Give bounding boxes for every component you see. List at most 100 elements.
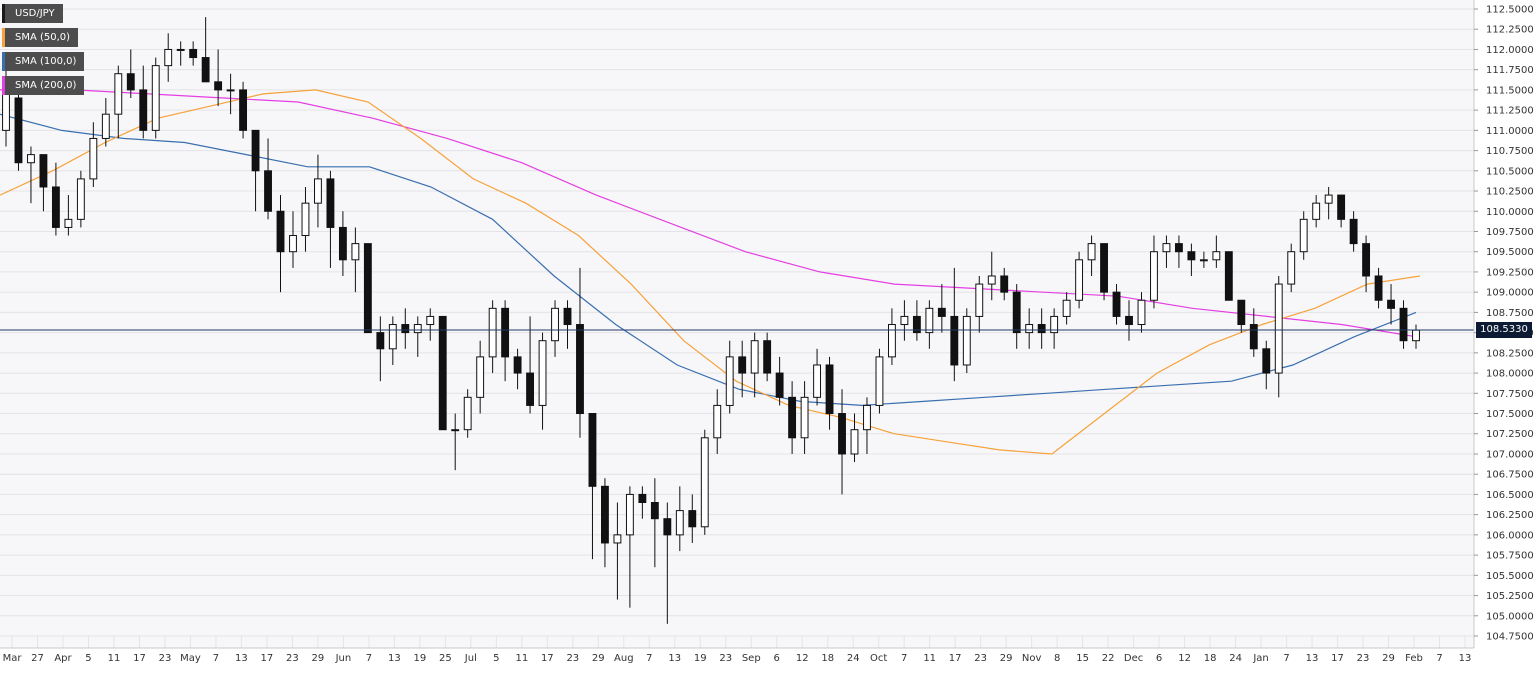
candle-body: [64, 218, 73, 228]
y-tick-label: 111.7500: [1486, 65, 1534, 76]
candle-body: [1150, 251, 1158, 301]
sma200-line: [0, 89, 1417, 338]
sma100-line-group: [0, 113, 1417, 407]
candle-body: [1287, 251, 1296, 285]
y-tick-label: 110.0000: [1486, 207, 1534, 218]
y-tick-label: 112.2500: [1486, 25, 1534, 36]
candle-body: [613, 534, 622, 544]
x-tick-label: 29: [312, 653, 325, 664]
x-tick-label: 23: [1357, 653, 1370, 664]
x-tick-label: 17: [1331, 653, 1344, 664]
x-tick-label: 23: [974, 653, 987, 664]
x-tick-label: 24: [847, 653, 860, 664]
sma100-line: [0, 113, 1417, 407]
y-tick-label: 111.0000: [1486, 126, 1534, 137]
candle-body: [1137, 299, 1146, 326]
candle-body: [937, 307, 946, 317]
candle-body: [962, 315, 971, 366]
candle-body: [476, 356, 485, 398]
x-tick-label: 13: [235, 653, 248, 664]
candle-body: [588, 413, 597, 487]
candle-body: [1012, 291, 1021, 334]
candle-body: [1050, 315, 1059, 334]
candle-body: [1224, 251, 1233, 301]
candle-body: [1412, 329, 1420, 342]
candle-body: [1162, 243, 1171, 253]
candle-body: [1299, 218, 1308, 253]
x-tick-label: 23: [286, 653, 299, 664]
sma200-line-group: [0, 89, 1417, 338]
candle-body: [314, 178, 322, 204]
candle-body: [713, 404, 722, 439]
candle-body: [326, 178, 335, 228]
x-tick-label: Jan: [1252, 653, 1268, 664]
candle-body: [887, 324, 896, 358]
y-tick-label: 111.2500: [1486, 106, 1534, 117]
candle-body: [101, 113, 110, 139]
candle-body: [788, 396, 797, 439]
sma50-line-group: [0, 89, 1421, 455]
y-tick-label: 109.0000: [1486, 288, 1534, 299]
candle-body: [376, 332, 385, 350]
x-tick-label: 7: [213, 653, 219, 664]
y-tick-label: 109.7500: [1486, 227, 1534, 238]
candle-body: [838, 413, 846, 455]
candle-body: [1199, 259, 1208, 262]
x-tick-label: 17: [949, 653, 962, 664]
grid-lines: [0, 8, 1474, 648]
x-tick-label: 7: [366, 653, 372, 664]
candle-body: [1262, 348, 1271, 374]
y-tick-label: 105.2500: [1486, 591, 1534, 602]
candle-body: [625, 493, 634, 536]
x-tick-label: Nov: [1022, 653, 1042, 664]
x-tick-label: 29: [1382, 653, 1395, 664]
candle-body: [239, 89, 248, 131]
legend-item-sma200[interactable]: SMA (200,0): [2, 76, 85, 95]
candle-body: [1337, 194, 1346, 220]
legend-item-sma50[interactable]: SMA (50,0): [2, 28, 79, 47]
x-tick-label: 15: [1076, 653, 1089, 664]
candle-body: [1174, 243, 1183, 253]
x-tick-label: 7: [1283, 653, 1289, 664]
candle-body: [139, 89, 148, 131]
legend: USD/JPY SMA (50,0) SMA (100,0) SMA (200,…: [2, 4, 85, 100]
y-tick-label: 106.5000: [1486, 490, 1534, 501]
y-tick-label: 104.7500: [1486, 632, 1534, 643]
legend-item-sma100[interactable]: SMA (100,0): [2, 52, 85, 71]
x-tick-label: 11: [515, 653, 528, 664]
candle-body: [426, 315, 435, 326]
candle-body: [925, 307, 934, 334]
legend-label-sma50: SMA (50,0): [15, 32, 71, 43]
x-tick-label: 13: [388, 653, 401, 664]
candle-body: [1274, 283, 1283, 374]
candle-body: [1112, 291, 1121, 317]
legend-swatch-sma50: [2, 28, 5, 47]
candle-body: [663, 518, 672, 536]
y-tick-label: 110.2500: [1486, 187, 1534, 198]
x-tick-label: 25: [439, 653, 452, 664]
candle-body: [301, 202, 310, 237]
legend-label-usdjpy: USD/JPY: [15, 8, 55, 19]
current-price-badge: 108.5330: [1476, 321, 1532, 338]
x-tick-label: 29: [592, 653, 605, 664]
candle-body: [488, 307, 497, 358]
legend-item-usdjpy[interactable]: USD/JPY: [2, 4, 63, 23]
y-tick-label: 108.0000: [1486, 369, 1534, 380]
candle-body: [27, 154, 35, 164]
y-tick-label: 106.0000: [1486, 530, 1534, 541]
candlestick-series: [2, 17, 1420, 624]
y-tick-label: 105.0000: [1486, 611, 1534, 622]
x-tick-label: 17: [261, 653, 274, 664]
x-tick-label: 27: [31, 653, 44, 664]
candle-body: [201, 57, 210, 83]
candle-body: [912, 315, 921, 334]
candle-body: [601, 485, 609, 544]
candle-body: [688, 510, 697, 528]
x-tick-label: Mar: [3, 653, 23, 664]
x-tick-label: Feb: [1405, 653, 1423, 664]
y-tick-label: 110.5000: [1486, 166, 1534, 177]
candle-body: [451, 429, 460, 432]
x-tick-label: 17: [541, 653, 554, 664]
